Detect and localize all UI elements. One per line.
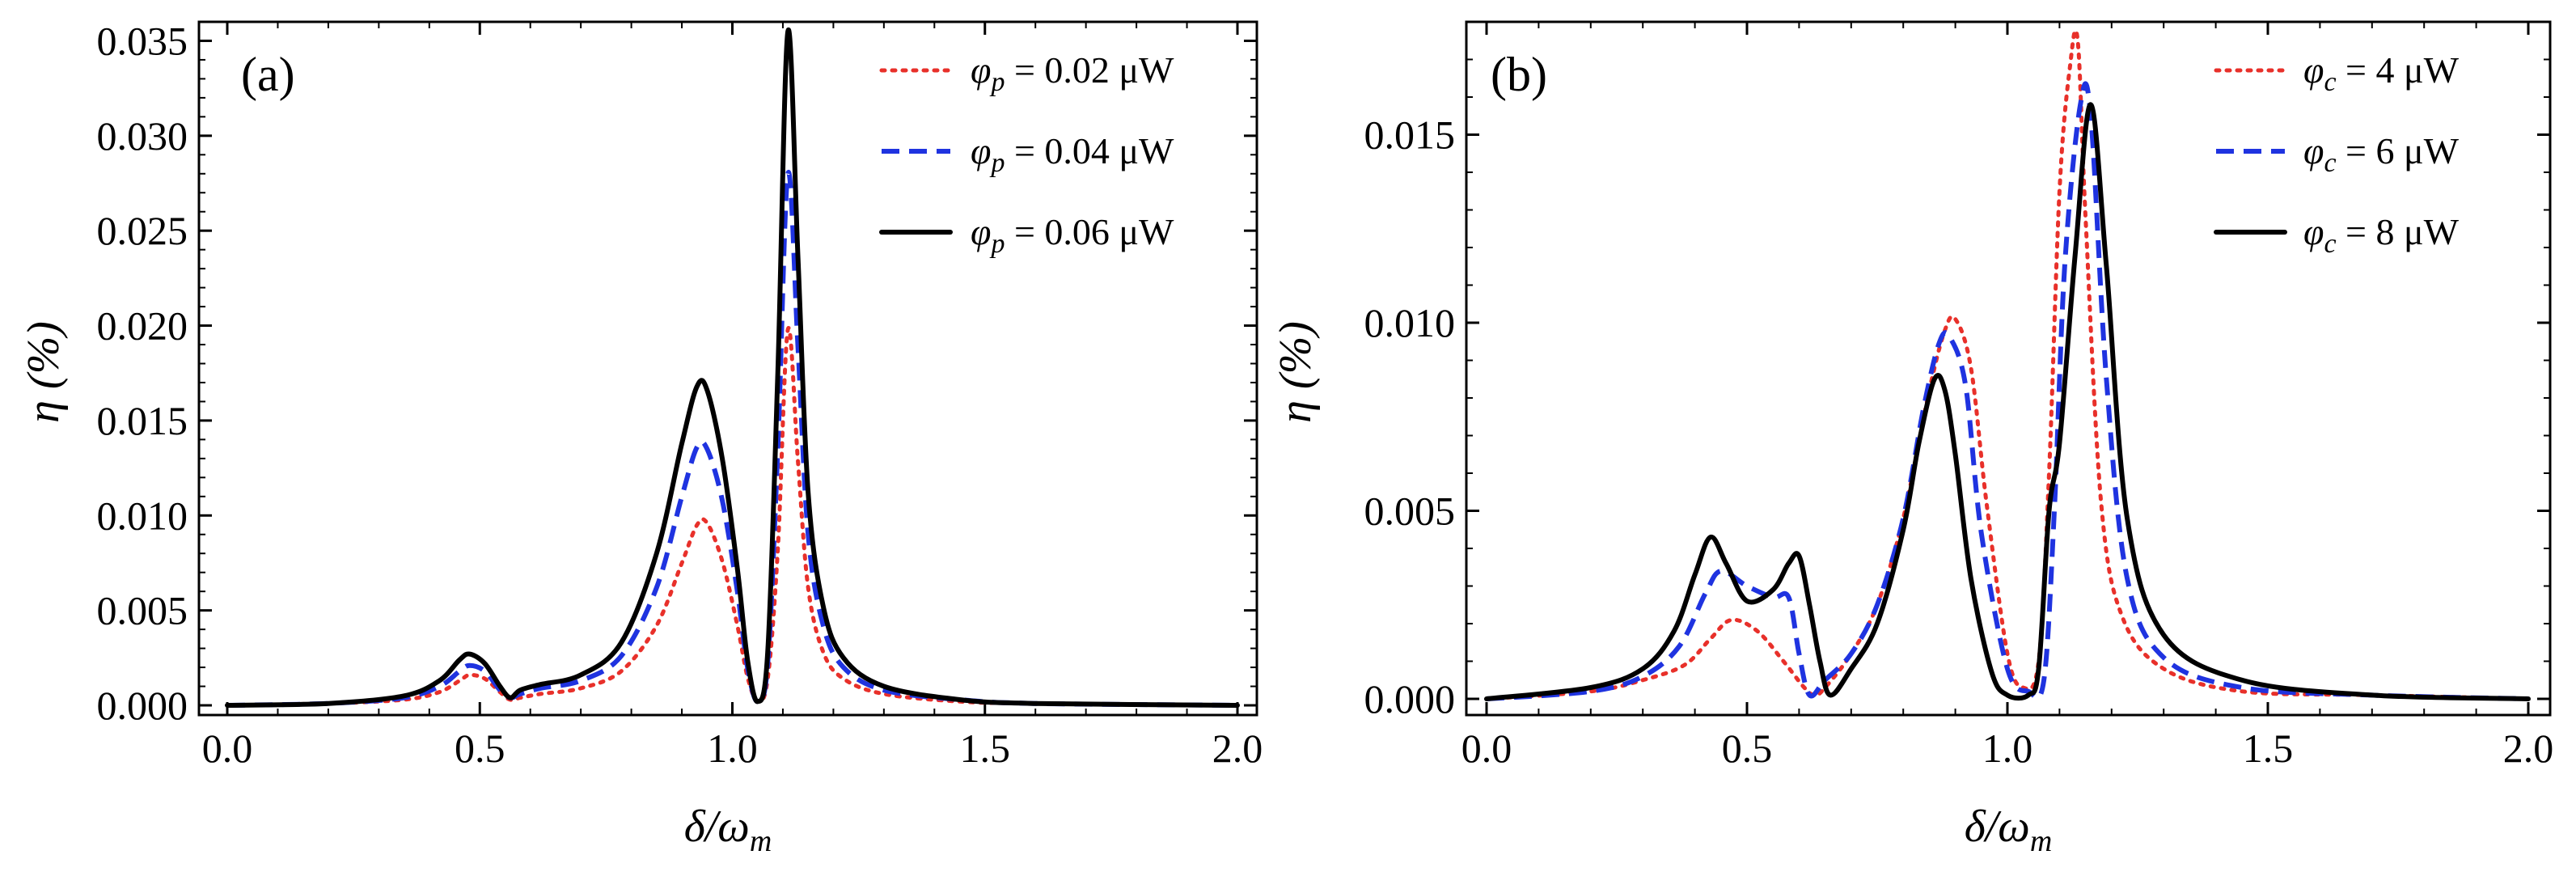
panel-b-x-axis-label: δ/ωm bbox=[1965, 802, 2053, 858]
panel-a-x-tick-label: 0.5 bbox=[455, 726, 505, 771]
panel-b-y-tick-label: 0.010 bbox=[1364, 300, 1456, 345]
panel-a-x-axis-label: δ/ωm bbox=[684, 802, 772, 858]
panel-a-series bbox=[225, 27, 1240, 708]
panel-b-y-tick-labels: 0.000 0.005 0.010 0.015 bbox=[1364, 112, 1456, 722]
panel-b-x-tick-labels: 0.0 0.5 1.0 1.5 2.0 bbox=[1461, 726, 2554, 771]
panel-a-y-tick-label: 0.015 bbox=[97, 398, 188, 443]
panel-a-legend-entry-0: φp = 0.02 μW bbox=[971, 49, 1174, 97]
panel-a-y-tick-label: 0.000 bbox=[97, 683, 188, 728]
panel-a-x-tick-label: 0.0 bbox=[202, 726, 253, 771]
panel-b-label: (b) bbox=[1491, 48, 1547, 101]
panel-a-grid-ticks bbox=[199, 22, 1257, 715]
panel-b-legend-entry-2: φc = 8 μW bbox=[2303, 211, 2460, 259]
panel-a-x-tick-label: 1.0 bbox=[707, 726, 758, 771]
panel-b-y-tick-label: 0.000 bbox=[1364, 676, 1456, 722]
panel-b-series-line-1 bbox=[1486, 81, 2529, 701]
panel-a-x-tick-labels: 0.0 0.5 1.0 1.5 2.0 bbox=[202, 726, 1263, 771]
panel-a-series-line-1 bbox=[226, 169, 1238, 708]
panel-a: 0.0 0.5 1.0 1.5 2.0 0.000 0.005 0.010 0.… bbox=[19, 18, 1263, 858]
panel-a-y-tick-labels: 0.000 0.005 0.010 0.015 0.020 0.025 0.03… bbox=[97, 18, 188, 728]
panel-b-x-tick-label: 1.5 bbox=[2243, 726, 2294, 771]
panel-a-legend-entry-2: φp = 0.06 μW bbox=[971, 211, 1174, 259]
panel-a-y-tick-label: 0.010 bbox=[97, 493, 188, 538]
panel-b-grid-ticks bbox=[1466, 22, 2550, 715]
panel-b-legend: φc = 4 μW φc = 6 μW φc = 8 μW bbox=[2214, 49, 2460, 259]
panel-a-plot-frame bbox=[197, 20, 1258, 717]
panel-a-x-tick-label: 2.0 bbox=[1212, 726, 1263, 771]
panel-b-y-axis-label: η (%) bbox=[1271, 321, 1321, 423]
panel-b-plot-frame bbox=[1465, 20, 2552, 717]
panel-a-legend-entry-1: φp = 0.04 μW bbox=[971, 130, 1174, 178]
panel-a-y-tick-label: 0.025 bbox=[97, 208, 188, 253]
panel-a-legend: φp = 0.02 μW φp = 0.04 μW φp = 0.06 μW bbox=[879, 49, 1174, 259]
panel-b-y-tick-label: 0.005 bbox=[1364, 489, 1456, 534]
panel-a-y-tick-label: 0.030 bbox=[97, 113, 188, 159]
panel-a-y-tick-label: 0.020 bbox=[97, 303, 188, 349]
panel-a-label: (a) bbox=[241, 48, 295, 101]
panel-a-y-tick-label: 0.005 bbox=[97, 588, 188, 633]
panel-b-x-tick-label: 1.0 bbox=[1982, 726, 2033, 771]
panel-a-y-axis-label: η (%) bbox=[19, 321, 69, 423]
panel-b-x-tick-label: 2.0 bbox=[2503, 726, 2554, 771]
panel-b-series-line-2 bbox=[1484, 102, 2531, 701]
panel-a-y-tick-label: 0.035 bbox=[97, 18, 188, 63]
panel-b-legend-entry-1: φc = 6 μW bbox=[2303, 130, 2460, 178]
panel-b: 0.0 0.5 1.0 1.5 2.0 0.000 0.005 0.010 0.… bbox=[1271, 20, 2554, 858]
panel-b-series-line-0 bbox=[1484, 28, 2531, 701]
panel-b-y-tick-label: 0.015 bbox=[1364, 112, 1456, 158]
panel-b-x-tick-label: 0.5 bbox=[1722, 726, 1773, 771]
panel-a-series-line-2 bbox=[225, 27, 1240, 708]
panel-b-legend-entry-0: φc = 4 μW bbox=[2303, 49, 2460, 97]
panel-a-series-line-0 bbox=[225, 326, 1240, 708]
panel-b-x-tick-label: 0.0 bbox=[1461, 726, 1512, 771]
panel-b-series bbox=[1484, 28, 2531, 701]
panel-a-x-tick-label: 1.5 bbox=[960, 726, 1011, 771]
